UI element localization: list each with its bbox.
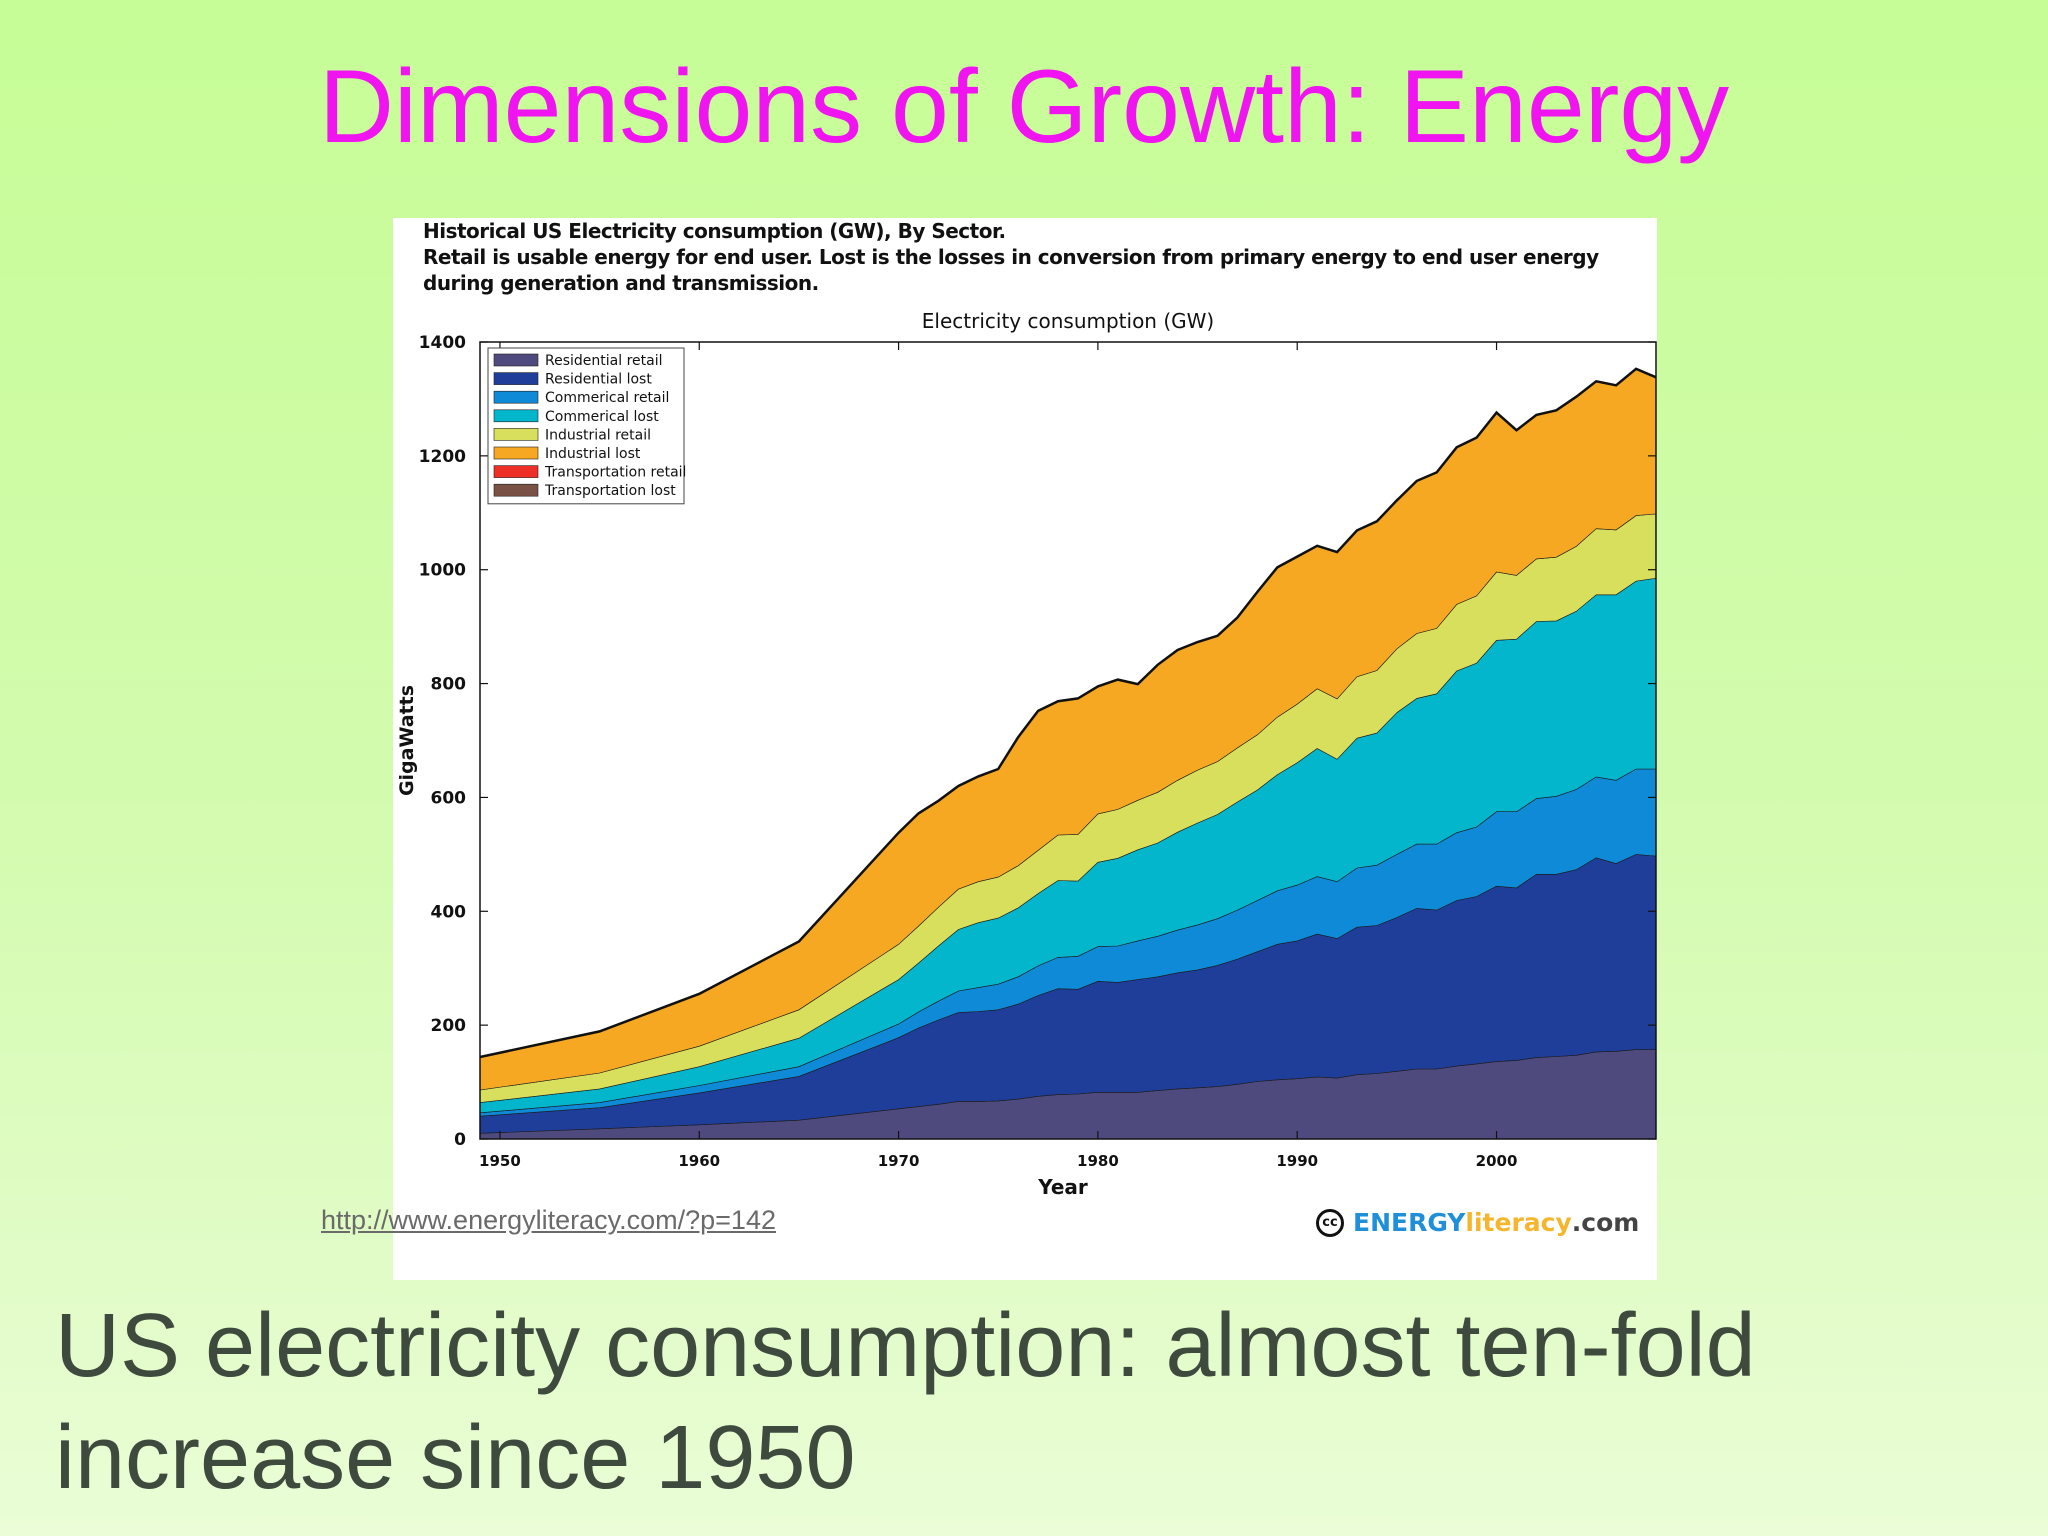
legend-swatch	[493, 353, 539, 367]
legend-swatch	[493, 372, 539, 385]
energyliteracy-logo: cc ENERGY literacy .com	[1316, 1208, 1639, 1237]
legend-swatch	[493, 390, 539, 404]
legend-swatch	[493, 428, 539, 441]
y-axis-label: GigaWatts	[396, 685, 418, 796]
y-tick-label: 1400	[419, 333, 466, 353]
figure-heading-line3: during generation and transmission.	[423, 271, 819, 295]
source-link[interactable]: http://www.energyliteracy.com/?p=142	[321, 1205, 776, 1235]
legend-label: Residential lost	[545, 372, 652, 388]
legend-label: Transportation lost	[544, 483, 676, 499]
x-tick-label: 1950	[479, 1152, 521, 1170]
plot-frame	[479, 341, 1657, 1140]
legend-swatch	[493, 483, 539, 497]
chart-figure: Historical US Electricity consumption (G…	[393, 218, 1657, 1280]
legend-label: Transportation retail	[544, 465, 686, 481]
legend-label: Industrial lost	[545, 446, 641, 462]
y-tick-label: 600	[431, 788, 467, 808]
figure-heading: Historical US Electricity consumption (G…	[423, 218, 1623, 296]
stacked-area-chart: 0 200 400 600 800 1000 1200 1400 1950 1960 1970 198…	[396, 309, 1657, 1199]
x-tick-label: 2000	[1476, 1152, 1518, 1170]
y-tick-label: 0	[454, 1130, 466, 1150]
logo-text-energy: ENERGY	[1353, 1208, 1466, 1237]
areas-layer	[479, 367, 1657, 1140]
legend-label: Industrial retail	[545, 427, 651, 443]
slide-caption: US electricity consumption: almost ten-f…	[55, 1290, 2005, 1514]
caption-line2: increase since 1950	[55, 1408, 856, 1508]
caption-line1: US electricity consumption: almost ten-f…	[55, 1296, 1756, 1396]
x-tick-label: 1990	[1276, 1152, 1318, 1170]
chart-title: Electricity consumption (GW)	[922, 309, 1214, 333]
chart-legend: Residential retail Residential lost Commer…	[487, 347, 686, 505]
legend-label: Commerical lost	[545, 409, 659, 425]
logo-text-com: .com	[1571, 1208, 1640, 1237]
y-tick-label: 400	[431, 902, 467, 922]
y-tick-label: 800	[431, 675, 467, 695]
y-tick-label: 1200	[419, 447, 466, 467]
logo-text-literacy: literacy	[1465, 1208, 1572, 1237]
cc-icon: cc	[1316, 1208, 1344, 1237]
legend-swatch	[493, 465, 539, 478]
legend-label: Residential retail	[545, 353, 662, 369]
legend-label: Commerical retail	[545, 390, 669, 406]
figure-heading-line2: Retail is usable energy for end user. Lo…	[423, 245, 1599, 269]
legend-swatch	[493, 446, 539, 460]
axes-layer: 0 200 400 600 800 1000 1200 1400 1950 1960 1970 198…	[396, 309, 1657, 1199]
slide-title: Dimensions of Growth: Energy	[318, 49, 1730, 165]
total-outline	[479, 367, 1657, 1059]
figure-heading-line1: Historical US Electricity consumption (G…	[423, 219, 1006, 243]
legend-swatch	[493, 409, 539, 423]
x-tick-label: 1980	[1077, 1152, 1119, 1170]
y-tick-label: 200	[431, 1016, 467, 1036]
x-tick-label: 1960	[678, 1152, 720, 1170]
x-axis-label: Year	[1037, 1175, 1088, 1199]
x-tick-label: 1970	[878, 1152, 920, 1170]
y-tick-label: 1000	[419, 561, 466, 581]
